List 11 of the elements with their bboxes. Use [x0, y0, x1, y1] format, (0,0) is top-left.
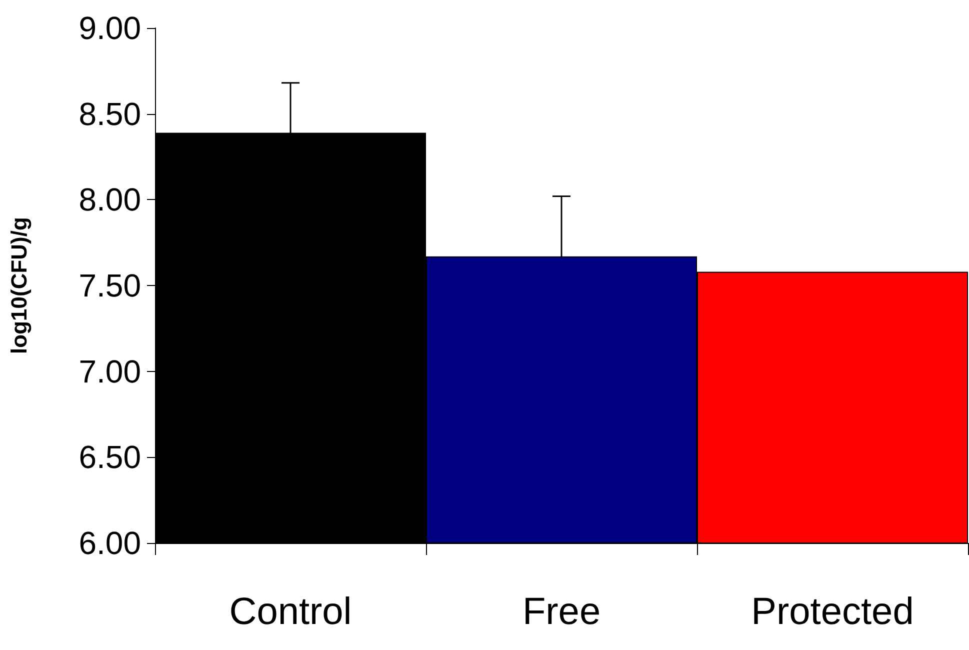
y-tick-label: 9.00 [78, 10, 141, 46]
y-tick-label: 8.00 [78, 182, 141, 218]
x-tick-label: Control [229, 591, 352, 633]
x-tick-label: Free [522, 591, 601, 633]
y-axis-title: log10(CFU)/g [6, 217, 32, 354]
y-tick-label: 7.50 [78, 268, 141, 304]
y-tick-label: 7.00 [78, 353, 141, 390]
y-tick-label: 6.00 [78, 525, 141, 561]
y-tick-label: 6.50 [78, 439, 141, 476]
y-tick-label: 8.50 [78, 96, 141, 132]
x-tick-label: Protected [751, 591, 914, 633]
